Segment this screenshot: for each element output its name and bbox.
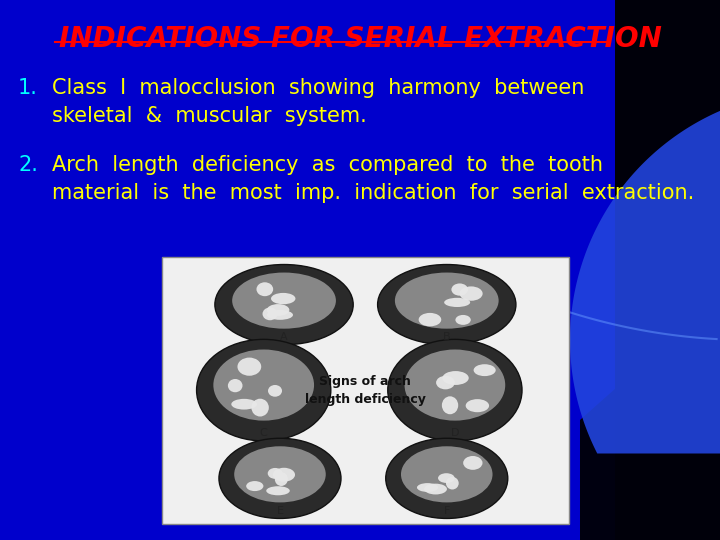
Ellipse shape [215,265,354,345]
Text: skeletal  &  muscular  system.: skeletal & muscular system. [52,106,366,126]
Ellipse shape [463,456,482,470]
Ellipse shape [446,477,459,489]
Ellipse shape [386,438,508,518]
Ellipse shape [231,399,257,409]
Ellipse shape [275,472,288,486]
Ellipse shape [232,273,336,329]
FancyBboxPatch shape [162,256,569,524]
Ellipse shape [234,446,325,502]
Text: material  is  the  most  imp.  indication  for  serial  extraction.: material is the most imp. indication for… [52,183,694,203]
Polygon shape [580,0,720,540]
Ellipse shape [228,379,243,392]
Text: A: A [280,332,288,342]
Text: INDICATIONS FOR SERIAL EXTRACTION: INDICATIONS FOR SERIAL EXTRACTION [58,25,662,53]
Ellipse shape [246,481,264,491]
Ellipse shape [444,298,470,307]
Text: Class  I  malocclusion  showing  harmony  between: Class I malocclusion showing harmony bet… [52,78,585,98]
Ellipse shape [388,339,522,441]
Text: Signs of arch
length deficiency: Signs of arch length deficiency [305,375,426,406]
Ellipse shape [251,399,269,416]
Ellipse shape [273,468,295,482]
Text: Arch  length  deficiency  as  compared  to  the  tooth: Arch length deficiency as compared to th… [52,155,603,175]
Ellipse shape [267,310,293,320]
Ellipse shape [436,376,455,389]
Ellipse shape [377,265,516,345]
Ellipse shape [474,364,495,376]
Text: B: B [443,332,451,342]
Ellipse shape [213,349,314,421]
Ellipse shape [451,284,468,296]
Ellipse shape [266,486,289,495]
Text: D: D [451,428,459,438]
Ellipse shape [197,339,330,441]
Text: 2.: 2. [18,155,38,175]
Ellipse shape [456,315,471,325]
Ellipse shape [438,473,455,483]
Text: F: F [444,506,450,516]
Ellipse shape [442,396,458,414]
Ellipse shape [268,385,282,397]
Ellipse shape [405,349,505,421]
Ellipse shape [238,357,261,376]
Ellipse shape [256,282,273,296]
Ellipse shape [268,468,282,479]
Ellipse shape [219,438,341,518]
Ellipse shape [424,484,447,495]
Ellipse shape [418,313,441,326]
Text: E: E [276,506,284,516]
Ellipse shape [395,273,499,329]
Ellipse shape [442,371,469,385]
Polygon shape [615,0,720,540]
Ellipse shape [271,293,295,304]
Ellipse shape [417,483,438,492]
Ellipse shape [459,286,482,301]
Text: 1.: 1. [18,78,38,98]
Ellipse shape [263,307,277,320]
Ellipse shape [401,446,492,502]
Ellipse shape [267,304,289,316]
Text: C: C [260,428,268,438]
Ellipse shape [466,399,489,412]
Polygon shape [570,93,720,454]
